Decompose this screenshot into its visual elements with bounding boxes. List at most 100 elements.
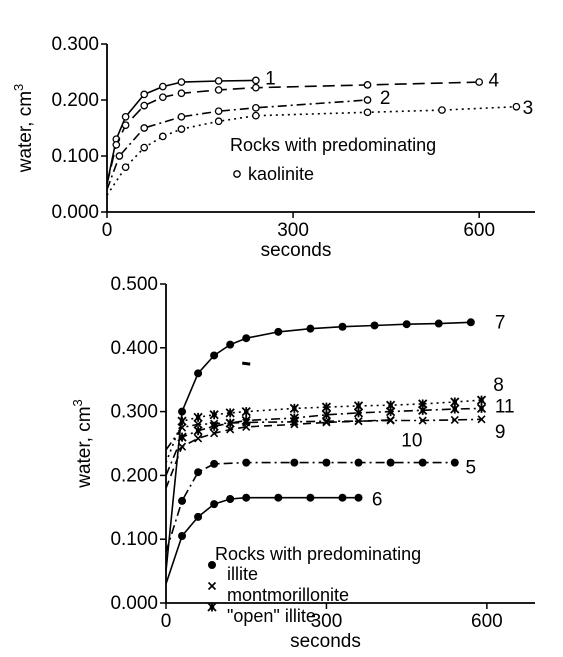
data-point-1 [178, 532, 187, 541]
data-point-2 [121, 121, 130, 130]
y-tick-label: 0.300 [51, 34, 99, 55]
data-point-10 [450, 458, 459, 467]
y-tick-label: 0.500 [110, 274, 158, 295]
x-axis-label: seconds [290, 631, 361, 652]
y-tick-label: 0.200 [110, 465, 158, 486]
x-tick-label: 600 [471, 611, 503, 632]
series-2: 2 [106, 88, 391, 190]
data-point-2 [194, 434, 203, 443]
series-label: 9 [495, 422, 506, 443]
data-point-core-5 [244, 409, 249, 414]
data-point-7 [322, 418, 331, 427]
data-point-core-5 [244, 418, 249, 423]
series-7: 7 [165, 312, 505, 572]
data-point-4 [158, 93, 167, 102]
data-point-3 [210, 429, 219, 438]
series-label: 11 [495, 396, 515, 417]
data-point-11 [434, 319, 443, 328]
data-point-8 [438, 106, 446, 114]
series-1: 1 [106, 69, 276, 185]
data-point-4 [226, 425, 235, 434]
x-tick-label: 0 [161, 611, 172, 632]
data-point-10 [402, 320, 411, 329]
data-point-6 [290, 417, 299, 426]
series-line [106, 105, 517, 196]
data-point-6 [322, 458, 331, 467]
data-point-3 [210, 500, 219, 509]
data-point-core-3 [211, 412, 217, 417]
series-label: 4 [488, 70, 499, 91]
legend-title: Rocks with predominating [215, 544, 421, 564]
data-point-7 [252, 83, 260, 92]
data-point-core-9 [388, 409, 393, 414]
series-5: 5 [165, 458, 476, 553]
data-point-2 [121, 112, 130, 121]
series-line [165, 321, 471, 572]
data-point-6 [214, 86, 223, 94]
data-point-core-7 [324, 412, 329, 417]
series-label: 6 [372, 490, 383, 511]
data-point-core-4 [227, 410, 233, 416]
data-point-9 [386, 416, 395, 425]
data-point-core-2 [209, 604, 215, 610]
data-point-2 [140, 124, 149, 132]
data-point-2 [194, 468, 203, 477]
data-point-6 [274, 493, 283, 502]
data-point-core-11 [452, 406, 457, 412]
data-point-5 [177, 78, 186, 86]
data-point-9 [418, 458, 427, 467]
series-label: 5 [465, 458, 476, 479]
x-tick-label: 600 [463, 220, 495, 241]
stray-mark-0 [242, 361, 251, 366]
data-point-3 [210, 459, 219, 468]
legend-title: Rocks with predominating [230, 135, 436, 155]
data-point-4 [214, 107, 223, 116]
data-point-core-8 [356, 403, 361, 409]
data-point-core-1 [179, 418, 185, 424]
series-label: 3 [523, 98, 534, 119]
series-3: 3 [106, 98, 534, 196]
data-point-0 [233, 170, 241, 178]
y-tick-label: 0.200 [51, 90, 99, 111]
data-point-4 [177, 125, 186, 133]
data-point-0 [208, 561, 216, 569]
data-point-5 [242, 334, 251, 343]
y-axis-label: water, cm3 [11, 84, 36, 174]
data-point-1 [177, 442, 187, 451]
legend: Rocks with predominating kaolinite [230, 135, 436, 184]
data-point-11 [450, 415, 459, 424]
y-axis-label-superscript: 3 [70, 399, 85, 406]
data-point-7 [252, 76, 260, 85]
series-6: 6 [165, 490, 383, 585]
legend-label-kaolinite: kaolinite [248, 164, 314, 184]
data-point-12 [466, 318, 475, 327]
data-point-5 [214, 117, 223, 126]
data-point-1 [121, 163, 130, 172]
data-point-core-7 [324, 404, 329, 410]
data-point-6 [252, 111, 260, 120]
data-point-4 [226, 495, 235, 504]
data-point-2 [194, 420, 203, 429]
x-tick-label: 300 [311, 611, 343, 632]
legend: Rocks with predominatingillitemontmorill… [207, 544, 421, 626]
top-chart: 0.000 0.100 0.200 0.300 0 300 600 seconds water,… [11, 34, 535, 261]
data-point-2 [194, 512, 203, 521]
data-point-1 [178, 407, 187, 416]
series-line [165, 496, 359, 585]
data-point-7 [322, 417, 331, 426]
data-point-3 [210, 419, 219, 428]
data-point-1 [177, 423, 187, 432]
data-point-9 [354, 493, 363, 502]
data-point-4 [226, 340, 235, 349]
data-point-core-2 [195, 415, 201, 420]
data-point-12 [477, 415, 486, 424]
data-point-3 [158, 132, 167, 141]
series-label: 8 [493, 375, 504, 396]
y-tick-label: 0.000 [110, 593, 158, 614]
data-point-5 [242, 493, 251, 502]
series-label: 2 [380, 88, 391, 109]
data-point-9 [475, 78, 484, 86]
data-point-8 [338, 322, 347, 331]
data-point-7 [306, 493, 315, 502]
